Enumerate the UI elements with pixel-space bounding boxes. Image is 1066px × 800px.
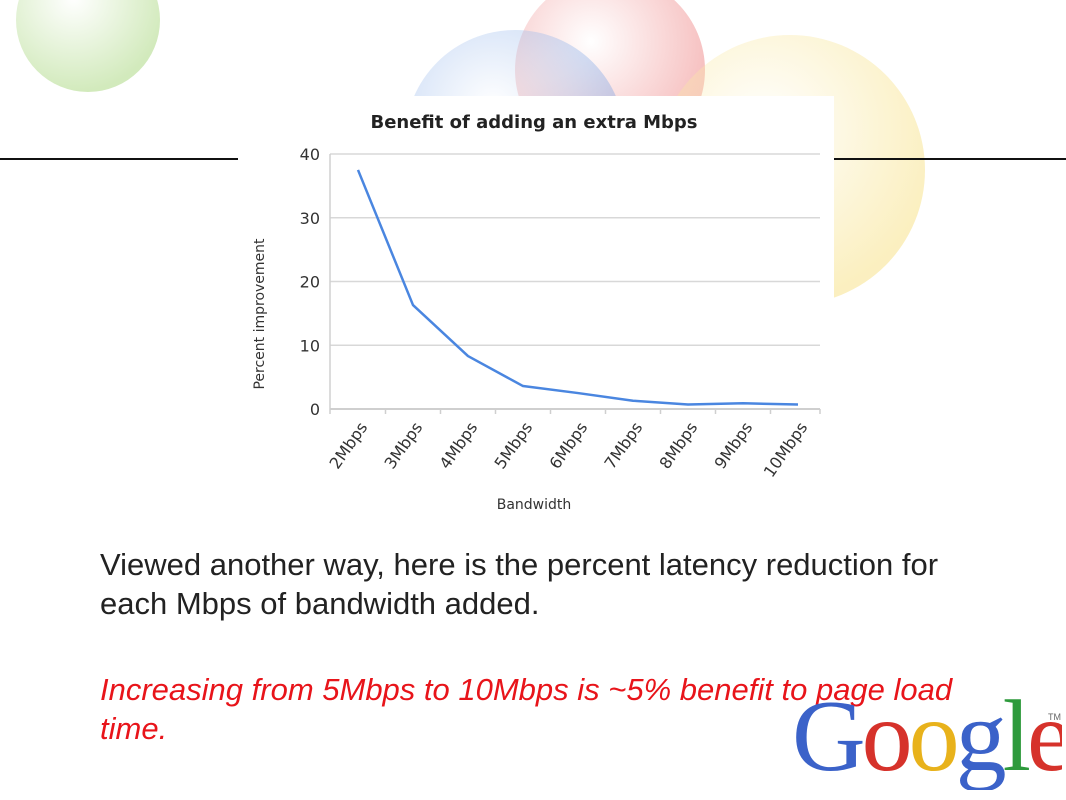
slide-body-text: Viewed another way, here is the percent …	[100, 547, 939, 621]
logo-letter: o	[909, 690, 957, 790]
x-tick-label: 7Mbps	[601, 418, 647, 472]
logo-letter: G	[792, 690, 863, 790]
x-tick-label: 10Mbps	[760, 418, 812, 480]
y-tick-label: 0	[310, 400, 320, 419]
header-rule-right	[832, 158, 1066, 160]
x-tick-label: 2Mbps	[326, 418, 372, 472]
x-tick-label: 3Mbps	[381, 418, 427, 472]
y-axis-label: Percent improvement	[252, 238, 268, 390]
y-tick-label: 20	[300, 273, 320, 292]
logo-letter: o	[862, 690, 910, 790]
logo-trademark: TM	[1048, 712, 1061, 722]
logo-letter: g	[956, 690, 1006, 790]
x-tick-label: 6Mbps	[546, 418, 592, 472]
x-axis-label: Bandwidth	[497, 497, 572, 513]
x-tick-label: 5Mbps	[491, 418, 537, 472]
x-tick-label: 8Mbps	[656, 418, 702, 472]
series-line	[356, 169, 799, 406]
x-tick-label: 4Mbps	[436, 418, 482, 472]
green-sphere	[16, 0, 160, 92]
x-tick-label: 9Mbps	[711, 418, 757, 472]
chart-title: Benefit of adding an extra Mbps	[370, 112, 697, 133]
y-tick-label: 40	[300, 145, 320, 164]
chart-panel: Benefit of adding an extra Mbps 0 10 20 30 4…	[238, 96, 834, 524]
y-tick-label: 30	[300, 209, 320, 228]
header-rule-left	[0, 158, 238, 160]
google-logo: Google TM	[792, 690, 1062, 790]
slide-highlight-text: Increasing from 5Mbps to 10Mbps is ~5% b…	[100, 672, 953, 746]
line-chart: Benefit of adding an extra Mbps 0 10 20 30 4…	[252, 112, 821, 513]
logo-letter: l	[1003, 690, 1030, 790]
google-logo-wordmark: Google	[792, 690, 1062, 790]
y-tick-label: 10	[300, 336, 320, 355]
logo-letter: e	[1027, 690, 1062, 790]
